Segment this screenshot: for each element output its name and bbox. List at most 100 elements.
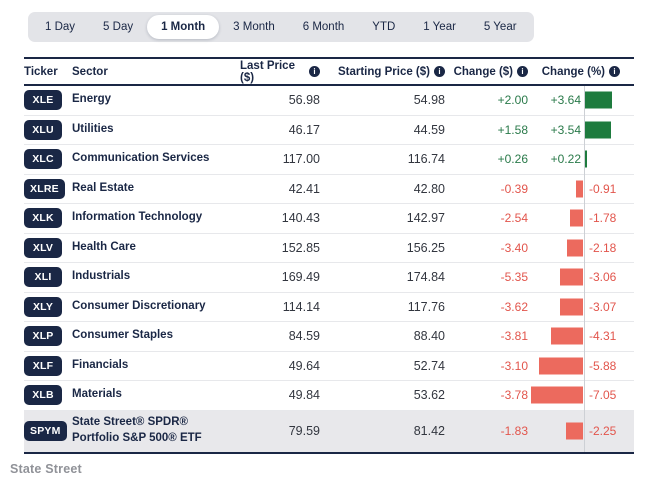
change-percent-cell: -3.07 (528, 293, 634, 322)
table-row: XLE Energy 56.98 54.98 +2.00 +3.64 (24, 86, 634, 116)
period-tab-6-month[interactable]: 6 Month (289, 15, 359, 39)
change-percent-cell: -0.91 (528, 175, 634, 204)
col-header-starting-price: Starting Price ($) i (320, 66, 445, 78)
zero-axis-line (584, 86, 585, 452)
change-percent-bar (531, 386, 583, 404)
change-percent-value: +0.22 (550, 152, 581, 167)
change-dollar-cell: -5.35 (500, 270, 528, 285)
change-percent-value: -2.18 (589, 240, 617, 255)
ticker-cell: XLY (24, 296, 72, 317)
change-percent-cell: -1.78 (528, 204, 634, 233)
change-dollar-cell: +1.58 (497, 122, 528, 137)
period-tab-5-year[interactable]: 5 Year (470, 15, 531, 39)
change-percent-cell: -7.05 (528, 381, 634, 410)
info-icon[interactable]: i (434, 66, 445, 77)
ticker-badge: XLC (24, 149, 62, 170)
state-street-logo: State Street (10, 462, 82, 476)
change-dollar-cell: -0.39 (500, 181, 528, 196)
info-icon[interactable]: i (309, 66, 320, 77)
change-percent-cell: -5.88 (528, 352, 634, 381)
change-dollar-cell: -3.40 (500, 240, 528, 255)
period-tab-1-day[interactable]: 1 Day (31, 15, 89, 39)
sector-cell: Materials (72, 388, 122, 401)
ticker-badge: XLRE (24, 178, 65, 199)
table-row: XLP Consumer Staples 84.59 88.40 -3.81 -… (24, 322, 634, 352)
change-percent-bar (551, 327, 583, 345)
table-row: XLRE Real Estate 42.41 42.80 -0.39 -0.91 (24, 175, 634, 204)
table-row: XLV Health Care 152.85 156.25 -3.40 -2.1… (24, 234, 634, 263)
last-price-cell: 84.59 (288, 329, 320, 344)
change-percent-bar (560, 298, 583, 316)
last-price-cell: 79.59 (288, 424, 320, 438)
ticker-cell: XLK (24, 208, 72, 229)
sector-cell: Information Technology (72, 211, 203, 224)
change-percent-value: -5.88 (589, 358, 617, 373)
col-header-change-dollar-label: Change ($) (453, 65, 513, 78)
last-price-cell: 56.98 (288, 93, 320, 108)
change-percent-bar (576, 180, 583, 198)
change-dollar-cell: +0.26 (497, 152, 528, 167)
sector-cell: Consumer Discretionary (72, 299, 206, 312)
ticker-badge: XLF (24, 355, 62, 376)
change-percent-cell: +0.22 (528, 145, 634, 174)
sector-performance-table: Ticker Sector Last Price ($) i Starting … (24, 57, 634, 454)
col-header-last-price-label: Last Price ($) (240, 59, 295, 84)
table-header: Ticker Sector Last Price ($) i Starting … (24, 57, 634, 86)
last-price-cell: 114.14 (282, 299, 320, 314)
change-percent-cell: -3.06 (528, 263, 634, 292)
change-dollar-cell: -3.10 (500, 358, 528, 373)
change-dollar-cell: +2.00 (497, 93, 528, 108)
last-price-cell: 117.00 (282, 152, 320, 167)
starting-price-cell: 116.74 (407, 152, 445, 167)
ticker-cell: XLI (24, 267, 72, 288)
sector-cell: Communication Services (72, 152, 210, 165)
period-tab-ytd[interactable]: YTD (358, 15, 409, 39)
table-row: SPYM State Street® SPDR® Portfolio S&P 5… (24, 410, 634, 452)
change-dollar-cell: -3.62 (500, 299, 528, 314)
starting-price-cell: 142.97 (406, 211, 445, 226)
change-percent-value: -7.05 (589, 388, 617, 403)
ticker-cell: XLF (24, 355, 72, 376)
table-row: XLI Industrials 169.49 174.84 -5.35 -3.0… (24, 263, 634, 293)
starting-price-cell: 53.62 (413, 388, 445, 403)
ticker-cell: XLB (24, 385, 72, 406)
table-row: XLY Consumer Discretionary 114.14 117.76… (24, 293, 634, 322)
ticker-badge: XLK (24, 208, 62, 229)
starting-price-cell: 174.84 (406, 270, 445, 285)
change-percent-bar (585, 150, 587, 168)
col-header-change-percent: Change (%) i (528, 66, 634, 78)
change-percent-bar (539, 357, 583, 375)
starting-price-cell: 117.76 (407, 299, 445, 314)
change-dollar-cell: -1.83 (500, 424, 528, 438)
sector-cell: Real Estate (72, 181, 135, 194)
sector-cell: Health Care (72, 240, 136, 253)
starting-price-cell: 42.80 (413, 181, 445, 196)
ticker-badge: XLY (24, 296, 62, 317)
change-percent-value: -3.07 (589, 299, 617, 314)
info-icon[interactable]: i (609, 66, 620, 77)
last-price-cell: 46.17 (288, 122, 320, 137)
change-percent-bar (585, 91, 612, 109)
info-icon[interactable]: i (517, 66, 528, 77)
change-percent-bar (570, 209, 583, 227)
period-tab-3-month[interactable]: 3 Month (219, 15, 289, 39)
sector-cell: Financials (72, 358, 129, 371)
change-percent-value: +3.54 (550, 122, 581, 137)
change-percent-cell: -2.25 (528, 411, 634, 452)
last-price-cell: 152.85 (281, 240, 320, 255)
starting-price-cell: 52.74 (413, 358, 445, 373)
change-dollar-cell: -3.81 (500, 329, 528, 344)
change-percent-value: -4.31 (589, 329, 617, 344)
table-body: XLE Energy 56.98 54.98 +2.00 +3.64 XLU U… (24, 86, 634, 454)
ticker-cell: XLV (24, 237, 72, 258)
period-tab-1-year[interactable]: 1 Year (409, 15, 470, 39)
last-price-cell: 49.64 (288, 358, 320, 373)
last-price-cell: 140.43 (281, 211, 320, 226)
col-header-ticker: Ticker (24, 65, 58, 78)
ticker-cell: XLE (24, 90, 72, 111)
change-percent-bar (560, 268, 583, 286)
change-percent-value: -2.25 (589, 424, 617, 438)
ticker-badge: XLB (24, 385, 62, 406)
period-tab-5-day[interactable]: 5 Day (89, 15, 147, 39)
period-tab-1-month[interactable]: 1 Month (147, 15, 220, 39)
